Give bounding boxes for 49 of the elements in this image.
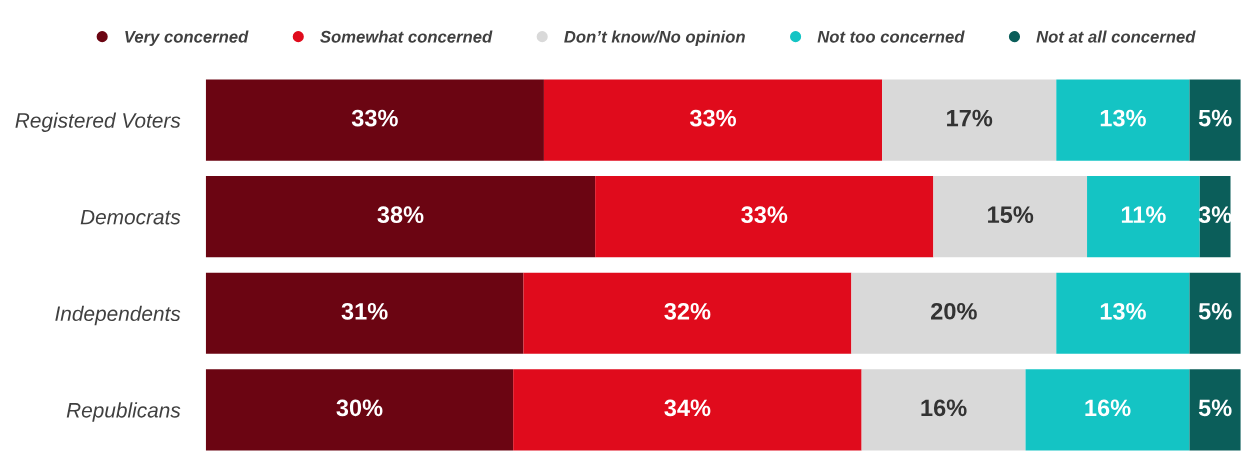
legend-label: Somewhat concerned xyxy=(320,30,493,43)
data-label: 13% xyxy=(1100,109,1146,127)
data-label: 33% xyxy=(689,109,737,127)
data-label: 13% xyxy=(1100,302,1146,320)
legend-label: Not too concerned xyxy=(817,30,965,43)
data-label: 32% xyxy=(664,302,711,320)
bar xyxy=(205,176,596,258)
bar xyxy=(595,176,934,258)
bar xyxy=(1199,176,1231,258)
data-label: 34% xyxy=(664,399,711,417)
bar xyxy=(1056,272,1190,354)
data-label: 11% xyxy=(1121,206,1166,223)
bar xyxy=(543,79,883,161)
y-tick-label: Registered Voters xyxy=(15,112,181,132)
bar xyxy=(933,176,1088,258)
data-label: 5% xyxy=(1198,399,1232,417)
data-label: 5% xyxy=(1198,302,1232,320)
bar xyxy=(205,369,514,451)
bar xyxy=(205,79,544,161)
bar xyxy=(1056,79,1190,161)
data-label: 16% xyxy=(1085,399,1131,417)
data-label: 3% xyxy=(1198,206,1232,224)
bar xyxy=(851,272,1057,354)
bar xyxy=(1025,369,1190,451)
data-label: 20% xyxy=(931,302,977,320)
bar xyxy=(205,272,524,354)
data-label: 31% xyxy=(341,302,388,320)
data-label: 38% xyxy=(377,206,424,224)
bar xyxy=(513,369,862,451)
y-tick-label: Democrats xyxy=(80,209,181,225)
legend-label: Not at all concerned xyxy=(1036,30,1196,43)
data-label: 30% xyxy=(336,399,383,417)
bar xyxy=(1189,272,1241,354)
legend-label: Very concerned xyxy=(125,30,249,46)
bar xyxy=(1087,176,1200,258)
bar xyxy=(1189,369,1241,451)
legend-label: Don’t know/No opinion xyxy=(564,30,745,46)
bar xyxy=(861,369,1026,451)
data-label: 16% xyxy=(921,399,967,417)
data-label: 15% xyxy=(988,206,1034,224)
data-label: 5% xyxy=(1198,109,1232,127)
bar xyxy=(1189,79,1241,161)
data-label: 17% xyxy=(947,109,993,127)
y-tick-label: Independents xyxy=(55,305,181,326)
y-tick-label: Republicans xyxy=(66,402,181,422)
data-label: 33% xyxy=(741,206,788,224)
data-label: 33% xyxy=(351,109,398,127)
bar xyxy=(523,272,852,354)
bar xyxy=(882,79,1057,161)
